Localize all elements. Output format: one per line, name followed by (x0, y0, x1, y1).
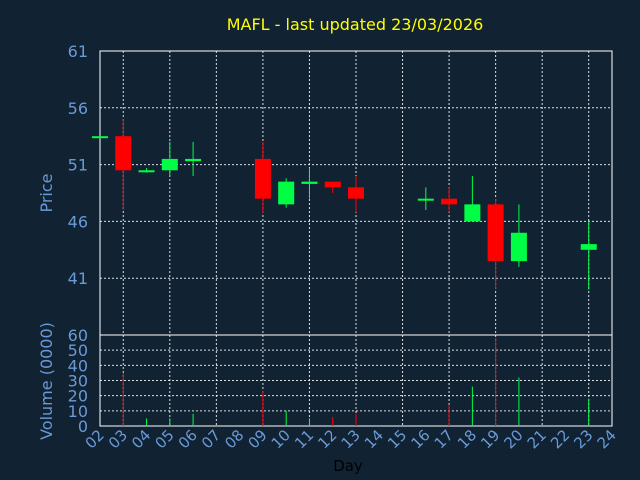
candle (510, 204, 527, 267)
candle (92, 136, 108, 139)
volume-tick-label: 50 (68, 341, 88, 360)
candle (301, 168, 318, 199)
volume-tick-label: 60 (68, 326, 88, 345)
candle-body (138, 170, 155, 173)
volume-tick-label: 0 (78, 417, 88, 436)
candle (487, 198, 504, 290)
candlestick-series (92, 119, 597, 290)
volume-tick-label: 10 (68, 402, 88, 421)
volume-series (122, 338, 590, 426)
candle (185, 141, 202, 176)
candle-body (92, 136, 108, 139)
price-y-axis: 41 46 51 56 61 (68, 42, 88, 288)
price-axis-label: Price (37, 173, 56, 212)
candle (580, 221, 597, 290)
candle-body (115, 136, 132, 171)
candle (464, 175, 481, 222)
candle (278, 178, 295, 208)
price-tick-label: 61 (68, 42, 88, 61)
price-tick-label: 56 (68, 99, 88, 118)
candle (417, 187, 434, 211)
volume-tick-label: 40 (68, 356, 88, 375)
candle (161, 141, 178, 176)
candle-body (441, 198, 458, 205)
candle-body (161, 158, 178, 171)
candle (254, 141, 271, 214)
volume-tick-label: 20 (68, 387, 88, 406)
candle-body (324, 181, 341, 188)
candle-body (464, 204, 481, 222)
candle-body (254, 158, 271, 199)
candle (138, 168, 155, 173)
candle-body (278, 181, 295, 205)
candle-body (301, 181, 318, 184)
chart-title: MAFL - last updated 23/03/2026 (227, 15, 484, 34)
volume-tick-label: 30 (68, 372, 88, 391)
candle-body (348, 187, 364, 199)
candle (324, 181, 341, 193)
candle-body (185, 158, 202, 162)
price-tick-label: 46 (68, 212, 88, 231)
volume-axis-label: Volume (0000) (37, 322, 56, 440)
x-axis-label: Day (333, 457, 363, 475)
candle-body (580, 244, 597, 250)
candle (441, 187, 458, 213)
candle-body (417, 198, 434, 201)
day-x-axis: 0203040506070809101112131415161718192021… (82, 426, 620, 452)
volume-grid (100, 334, 612, 427)
price-tick-label: 41 (68, 269, 88, 288)
candle-body (510, 232, 527, 262)
candle (348, 175, 364, 213)
day-tick-label: 24 (594, 426, 620, 452)
candle-body (487, 204, 504, 262)
candle (115, 119, 132, 211)
price-tick-label: 51 (68, 156, 88, 175)
